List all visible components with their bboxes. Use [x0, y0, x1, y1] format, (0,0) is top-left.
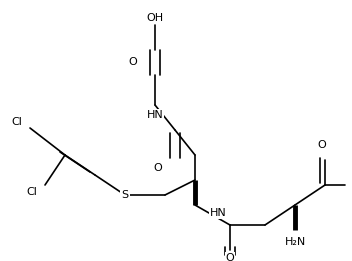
- Text: OH: OH: [146, 13, 164, 23]
- Text: H₂N: H₂N: [284, 237, 306, 247]
- Text: O: O: [226, 253, 234, 261]
- Text: HN: HN: [147, 110, 163, 120]
- Text: O: O: [128, 57, 137, 67]
- Text: S: S: [121, 190, 128, 200]
- Text: Cl: Cl: [12, 117, 23, 127]
- Text: O: O: [318, 140, 326, 150]
- Text: O: O: [153, 163, 162, 173]
- Text: Cl: Cl: [26, 187, 37, 197]
- Text: HN: HN: [210, 208, 226, 218]
